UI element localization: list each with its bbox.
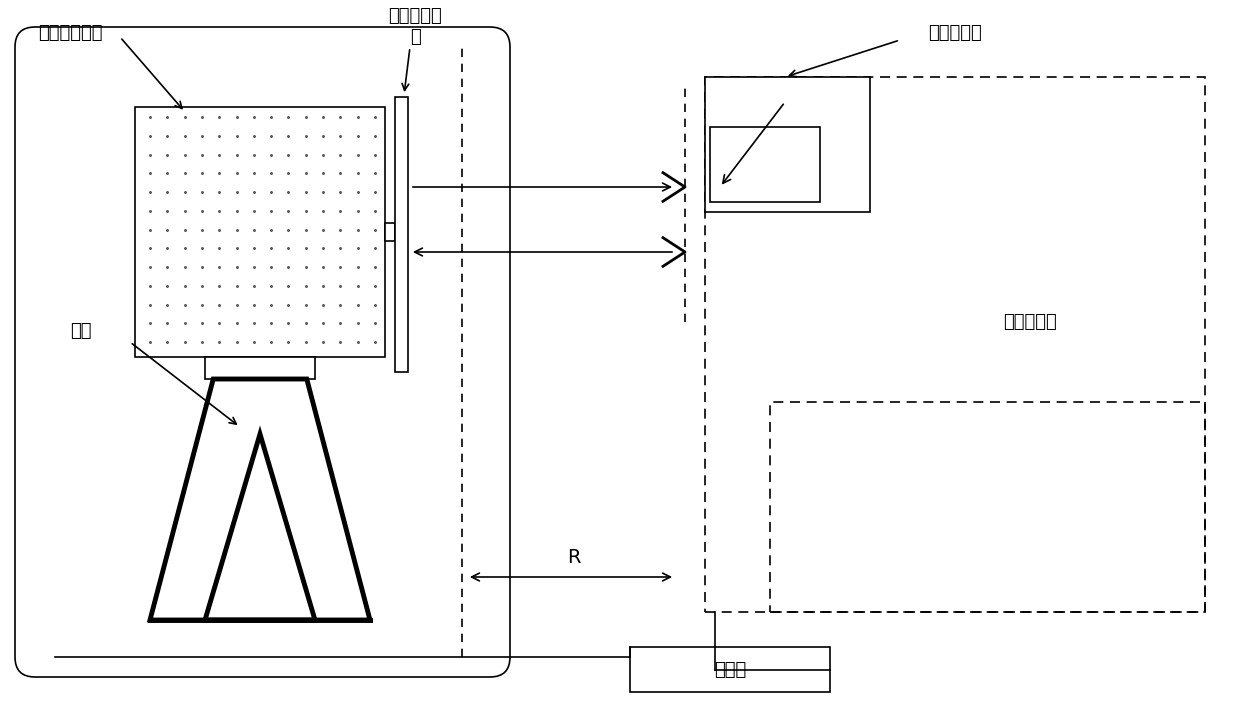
Text: 四维调节装置: 四维调节装置 <box>38 24 103 42</box>
Bar <box>770 402 1205 612</box>
Bar <box>396 97 408 372</box>
Text: 支架: 支架 <box>69 322 92 340</box>
Text: 激光测距仪: 激光测距仪 <box>928 24 982 42</box>
Bar <box>630 647 830 692</box>
Bar <box>384 223 396 241</box>
Text: 标准反射圆
盘: 标准反射圆 盘 <box>388 7 441 46</box>
Text: R: R <box>567 548 580 567</box>
Bar <box>711 127 820 202</box>
Bar <box>135 107 384 357</box>
Text: 有源定标器: 有源定标器 <box>1003 313 1056 331</box>
Text: 控制器: 控制器 <box>714 661 746 679</box>
Bar <box>205 357 315 379</box>
Bar <box>706 77 1205 612</box>
Bar <box>706 77 870 212</box>
